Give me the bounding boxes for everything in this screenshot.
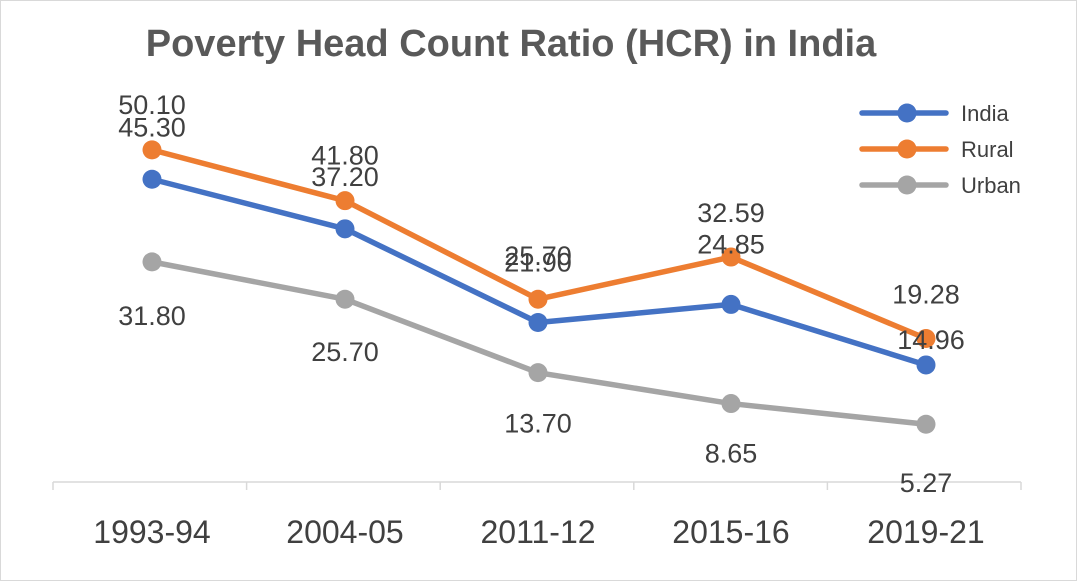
legend-swatch-marker — [897, 139, 917, 159]
x-tick-label-2011-12: 2011-12 — [480, 514, 595, 550]
data-label-urban: 25.70 — [311, 337, 379, 367]
legend-label: Rural — [961, 137, 1014, 162]
data-label-rural: 41.80 — [311, 141, 379, 171]
data-labels: 45.30 37.20 21.90 24.85 14.96 50.10 41.80 25.70… — [118, 90, 965, 498]
data-point-urban — [335, 289, 355, 309]
data-label-urban: 31.80 — [118, 301, 186, 331]
data-label-rural: 25.70 — [504, 241, 572, 271]
x-tick-label-2004-05: 2004-05 — [286, 514, 403, 550]
data-label-india: 37.20 — [311, 162, 379, 192]
data-label-urban: 8.65 — [705, 439, 758, 469]
legend-label: India — [961, 101, 1009, 126]
x-axis: 1993-94 2004-05 2011-12 2015-16 2019-21 — [52, 481, 1022, 550]
legend: India Rural Urban — [859, 101, 1021, 198]
data-label-urban: 13.70 — [504, 409, 572, 439]
data-point-india — [721, 294, 741, 314]
data-point-rural — [528, 289, 548, 309]
data-label-india: 24.85 — [697, 229, 765, 259]
data-point-india — [142, 169, 162, 189]
data-label-rural: 32.59 — [697, 198, 765, 228]
x-tick-label-1993-94: 1993-94 — [93, 514, 210, 550]
legend-swatch-marker — [897, 175, 917, 195]
data-point-rural — [721, 247, 741, 267]
legend-label: Urban — [961, 173, 1021, 198]
data-label-rural: 19.28 — [892, 280, 960, 310]
legend-item-urban: Urban — [859, 173, 1021, 198]
legend-item-rural: Rural — [859, 137, 1014, 162]
data-point-rural — [916, 329, 936, 349]
data-point-rural — [142, 140, 162, 160]
legend-item-india: India — [859, 101, 1009, 126]
x-tick-label-2019-21: 2019-21 — [867, 514, 984, 550]
data-point-urban — [916, 414, 936, 434]
data-point-india — [335, 219, 355, 239]
data-label-india: 21.90 — [504, 247, 572, 277]
data-point-india — [916, 355, 936, 375]
data-point-india — [528, 312, 548, 332]
data-label-urban: 5.27 — [900, 468, 953, 498]
chart-title: Poverty Head Count Ratio (HCR) in India — [145, 23, 877, 65]
data-point-urban — [721, 394, 741, 414]
legend-swatch-marker — [897, 103, 917, 123]
x-tick-label-2015-16: 2015-16 — [672, 514, 789, 550]
data-label-india: 45.30 — [118, 112, 186, 142]
data-point-rural — [335, 191, 355, 211]
data-point-urban — [142, 252, 162, 272]
series-lines — [142, 140, 936, 434]
series-line-urban — [149, 259, 929, 427]
data-point-urban — [528, 363, 548, 383]
data-label-india: 14.96 — [897, 325, 965, 355]
data-label-rural: 50.10 — [118, 90, 186, 120]
